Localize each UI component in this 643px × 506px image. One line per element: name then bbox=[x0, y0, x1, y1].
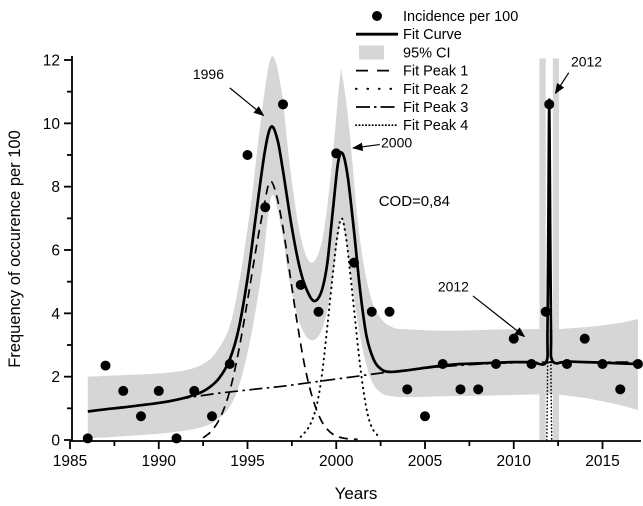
data-point bbox=[544, 99, 555, 110]
x-tick-label: 2000 bbox=[319, 453, 354, 470]
data-point bbox=[473, 384, 484, 395]
y-tick-label: 2 bbox=[51, 369, 60, 386]
legend-item: 95% CI bbox=[359, 45, 451, 61]
data-point bbox=[402, 384, 413, 395]
data-point bbox=[420, 411, 430, 422]
data-point bbox=[455, 384, 466, 395]
annotation-text: 2000 bbox=[381, 134, 412, 150]
data-point bbox=[136, 411, 146, 422]
legend-item: Incidence per 100 bbox=[372, 9, 518, 25]
y-tick-label: 12 bbox=[43, 52, 60, 69]
annotation-arrow bbox=[472, 295, 526, 338]
legend-label: Fit Peak 1 bbox=[403, 64, 468, 80]
legend: Incidence per 100 Fit Curve 95% CI Fit Peak… bbox=[354, 9, 518, 134]
y-tick-label: 0 bbox=[51, 433, 60, 450]
data-point bbox=[224, 358, 235, 369]
x-tick-label: 2010 bbox=[497, 453, 532, 470]
data-point bbox=[491, 358, 501, 369]
x-tick-label: 1995 bbox=[230, 453, 264, 470]
fit-peak2-curve bbox=[299, 217, 380, 438]
data-point bbox=[313, 306, 324, 317]
y-axis-title: Frequency of occurence per 100 bbox=[6, 130, 24, 368]
y-tick-label: 8 bbox=[51, 179, 60, 196]
axes bbox=[64, 56, 641, 449]
legend-item: Fit Peak 1 bbox=[356, 64, 468, 80]
legend-item: Fit Peak 4 bbox=[355, 118, 468, 134]
cod-label: COD=0,84 bbox=[379, 193, 450, 210]
data-point bbox=[384, 306, 395, 317]
annotation-2000-1: 2000 bbox=[352, 134, 412, 151]
data-point bbox=[82, 433, 93, 444]
data-point bbox=[242, 149, 253, 160]
annotation-1996-0: 1996 bbox=[193, 66, 265, 117]
data-point bbox=[366, 306, 377, 317]
annotation-text: 2012 bbox=[571, 54, 602, 70]
data-point bbox=[508, 333, 519, 344]
annotation-arrow bbox=[352, 142, 380, 151]
legend-label: 95% CI bbox=[403, 45, 451, 61]
data-point bbox=[615, 384, 626, 395]
annotation-2012-3: 2012 bbox=[438, 278, 526, 338]
data-point bbox=[349, 257, 359, 268]
annotation-cod: COD=0,84 bbox=[379, 193, 450, 210]
annotation-text: 1996 bbox=[193, 66, 224, 82]
legend-item: Fit Peak 3 bbox=[356, 100, 468, 116]
data-point bbox=[278, 99, 288, 110]
annotation-arrow bbox=[229, 87, 265, 117]
data-point bbox=[118, 385, 129, 396]
x-tick-label: 2015 bbox=[585, 453, 619, 470]
x-tick-label: 2005 bbox=[408, 453, 442, 470]
y-tick-label: 4 bbox=[51, 306, 60, 323]
annotation-arrow bbox=[554, 72, 570, 95]
data-point bbox=[540, 306, 551, 317]
data-point bbox=[207, 411, 217, 422]
data-point bbox=[295, 279, 306, 290]
ci-band bbox=[87, 56, 639, 439]
legend-label: Incidence per 100 bbox=[403, 9, 518, 25]
data-point bbox=[633, 358, 643, 369]
y-tick-label: 6 bbox=[51, 242, 60, 259]
legend-label: Fit Peak 4 bbox=[403, 118, 468, 134]
data-point bbox=[171, 433, 182, 444]
data-point bbox=[260, 202, 271, 213]
x-tick-label: 1985 bbox=[53, 453, 87, 470]
legend-ci-box-marker bbox=[359, 45, 384, 60]
annotation-text: 2012 bbox=[438, 278, 469, 294]
legend-label: Fit Peak 3 bbox=[403, 100, 468, 116]
data-point bbox=[597, 358, 608, 369]
y-tick-label: 10 bbox=[43, 116, 61, 133]
annotation-2012-4: 2012 bbox=[554, 54, 602, 95]
x-axis-title: Years bbox=[335, 484, 378, 503]
data-point bbox=[189, 385, 200, 396]
legend-label: Fit Curve bbox=[403, 27, 462, 43]
legend-item: Fit Curve bbox=[356, 27, 462, 43]
data-point bbox=[153, 385, 164, 396]
data-point bbox=[100, 360, 111, 371]
legend-label: Fit Peak 2 bbox=[403, 82, 468, 98]
data-point bbox=[579, 333, 590, 344]
x-tick-label: 1990 bbox=[142, 453, 177, 470]
data-point bbox=[331, 148, 342, 159]
data-point bbox=[526, 358, 537, 369]
data-point bbox=[562, 358, 572, 369]
tick-labels: 1985 1990 1995 2000 2005 2010 2015 0 2 4 6 8 10 12 bbox=[43, 52, 620, 470]
ci-band-2012-strip bbox=[552, 58, 560, 440]
legend-dot-marker bbox=[372, 11, 382, 21]
data-point bbox=[437, 358, 448, 369]
ci-band-2012-strip bbox=[539, 58, 546, 440]
legend-item: Fit Peak 2 bbox=[354, 82, 468, 98]
